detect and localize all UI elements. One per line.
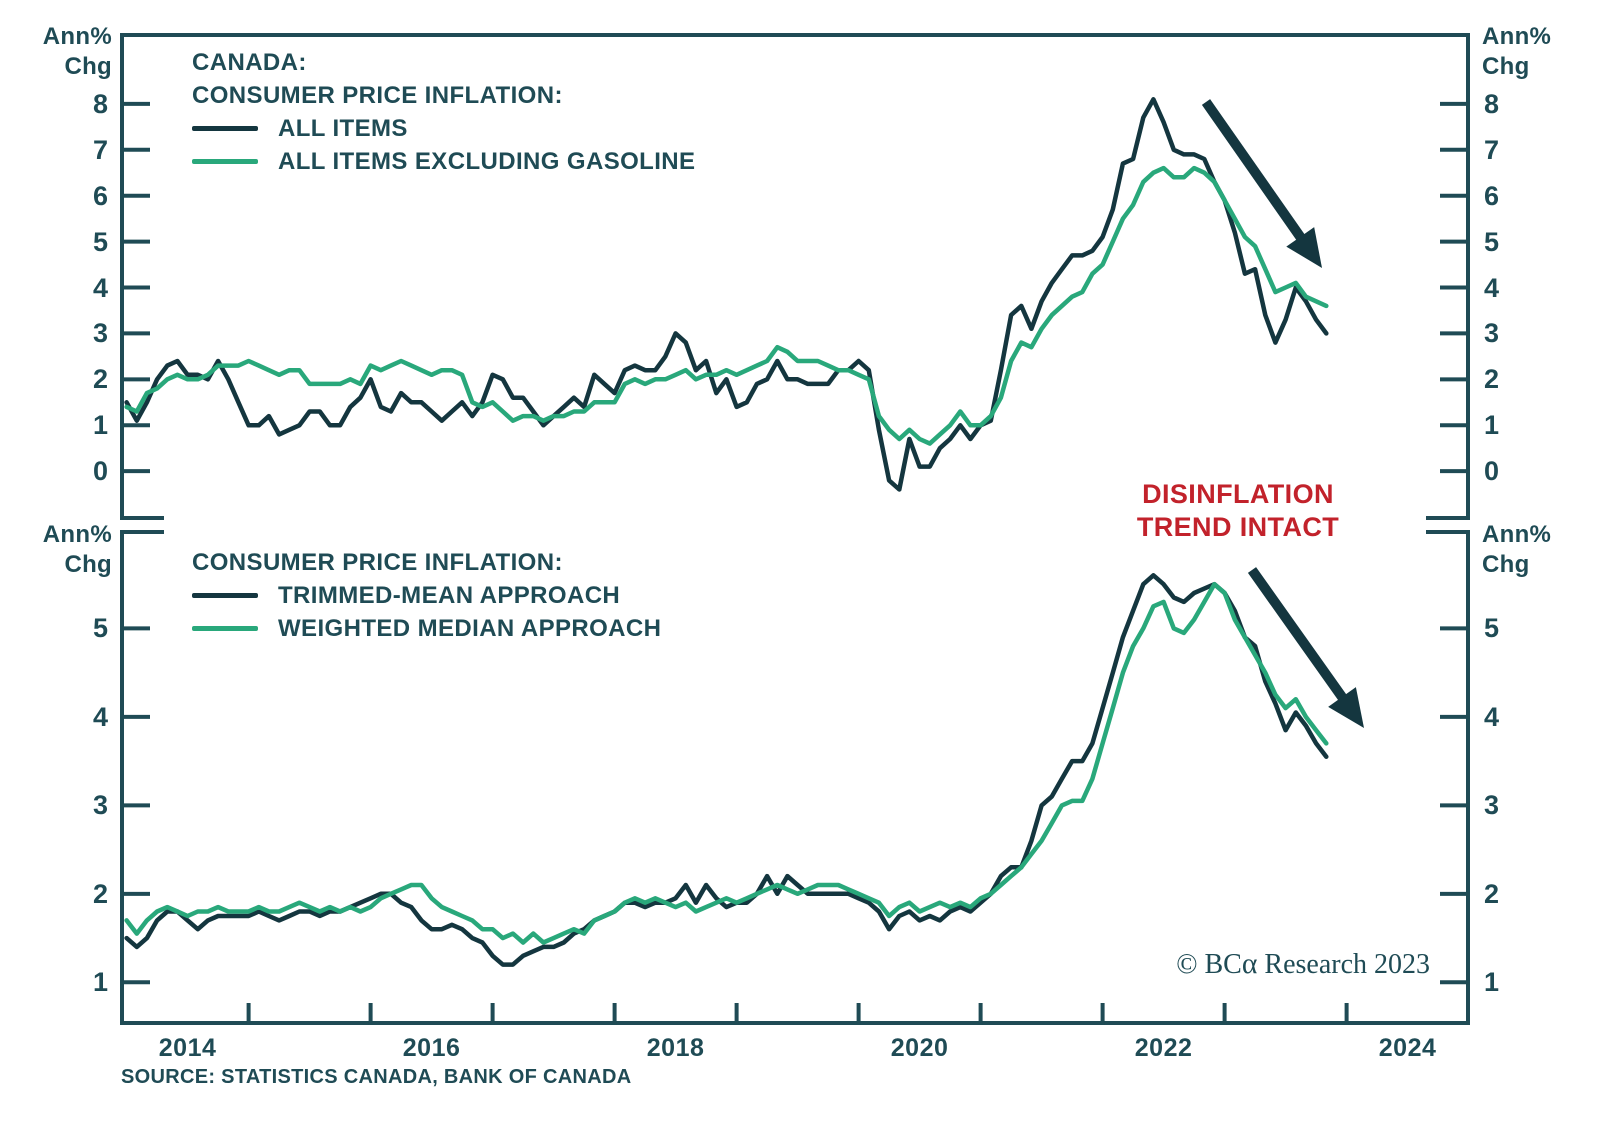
series-line-weighted-median-approach <box>124 581 1329 945</box>
y-tick-label: 1 <box>92 410 108 441</box>
legend-item-weighted-median: WEIGHTED MEDIAN APPROACH <box>192 612 661 645</box>
legend-top-panel: CANADA: CONSUMER PRICE INFLATION: ALL IT… <box>192 46 695 178</box>
y-tick-label: 6 <box>1484 180 1500 211</box>
y-tick-label: 2 <box>92 878 108 909</box>
y-tick-label: 3 <box>92 790 108 821</box>
trend-arrow-shaft <box>1201 99 1308 245</box>
series-line-trimmed-mean-approach <box>124 573 1329 967</box>
y-tick-label: 5 <box>92 226 108 257</box>
y-tick-label: 2 <box>92 364 108 395</box>
copyright-text: © BCα Research 2023 <box>1176 948 1430 980</box>
y-axis-unit-bottom-left: Ann% Chg <box>42 521 112 578</box>
legend-bottom-panel: CONSUMER PRICE INFLATION: TRIMMED-MEAN A… <box>192 546 661 645</box>
y-tick-label: 4 <box>1484 701 1500 732</box>
y-axis-unit-bottom-right: Ann% Chg <box>1482 521 1552 578</box>
y-tick-label: 3 <box>1484 318 1500 349</box>
y-tick-label: 8 <box>1484 88 1500 119</box>
y-axis-unit-top-right: Ann% Chg <box>1482 23 1552 80</box>
x-year-label: 2024 <box>1378 1034 1437 1062</box>
legend-line-swatch-dark <box>192 593 258 598</box>
y-tick-label: 7 <box>1484 134 1500 165</box>
x-year-label: 2018 <box>646 1034 705 1062</box>
x-year-label: 2014 <box>158 1034 217 1062</box>
y-tick-label: 5 <box>92 613 108 644</box>
y-tick-label: 4 <box>92 272 108 303</box>
y-tick-label: 5 <box>1484 226 1500 257</box>
y-tick-label: 0 <box>92 456 108 487</box>
legend-line-swatch-green <box>192 626 258 631</box>
y-tick-label: 1 <box>1484 410 1500 441</box>
legend-line-swatch-dark <box>192 126 258 131</box>
disinflation-annotation: DISINFLATION TREND INTACT <box>1136 479 1340 542</box>
y-tick-label: 6 <box>92 180 108 211</box>
legend-line-swatch-green <box>192 159 258 164</box>
bca-alpha-glyph: α <box>1241 948 1258 980</box>
y-tick-label: 5 <box>1484 613 1500 644</box>
trend-arrow-shaft <box>1247 567 1350 705</box>
chart-title-line: CONSUMER PRICE INFLATION: <box>192 548 563 576</box>
y-tick-label: 4 <box>92 701 108 732</box>
x-year-label: 2020 <box>890 1034 949 1062</box>
legend-item-trimmed-mean: TRIMMED-MEAN APPROACH <box>192 579 661 612</box>
legend-item-ex-gasoline: ALL ITEMS EXCLUDING GASOLINE <box>192 145 695 178</box>
y-tick-label: 4 <box>1484 272 1500 303</box>
y-tick-label: 7 <box>92 134 108 165</box>
x-year-label: 2016 <box>402 1034 461 1062</box>
legend-label: TRIMMED-MEAN APPROACH <box>278 581 621 609</box>
chart-title-line: CONSUMER PRICE INFLATION: <box>192 81 563 109</box>
series-line-all-items-excluding-gasoline <box>124 165 1329 446</box>
trend-arrow-head <box>1328 687 1364 728</box>
y-tick-label: 0 <box>1484 456 1500 487</box>
chart-title-line: CANADA: <box>192 48 307 76</box>
series-line-all-items <box>124 97 1329 492</box>
y-tick-label: 8 <box>92 88 108 119</box>
y-tick-label: 1 <box>92 967 108 998</box>
y-tick-label: 2 <box>1484 364 1500 395</box>
y-axis-unit-top-left: Ann% Chg <box>42 23 112 80</box>
y-tick-label: 3 <box>1484 790 1500 821</box>
legend-item-all-items: ALL ITEMS <box>192 112 695 145</box>
y-tick-label: 2 <box>1484 878 1500 909</box>
trend-arrow-head <box>1286 227 1322 268</box>
legend-label: ALL ITEMS <box>278 114 408 142</box>
x-year-label: 2022 <box>1134 1034 1193 1062</box>
legend-label: WEIGHTED MEDIAN APPROACH <box>278 614 662 642</box>
y-tick-label: 3 <box>92 318 108 349</box>
legend-label: ALL ITEMS EXCLUDING GASOLINE <box>278 147 696 175</box>
source-text: SOURCE: STATISTICS CANADA, BANK OF CANAD… <box>121 1066 632 1088</box>
y-tick-label: 1 <box>1484 967 1500 998</box>
